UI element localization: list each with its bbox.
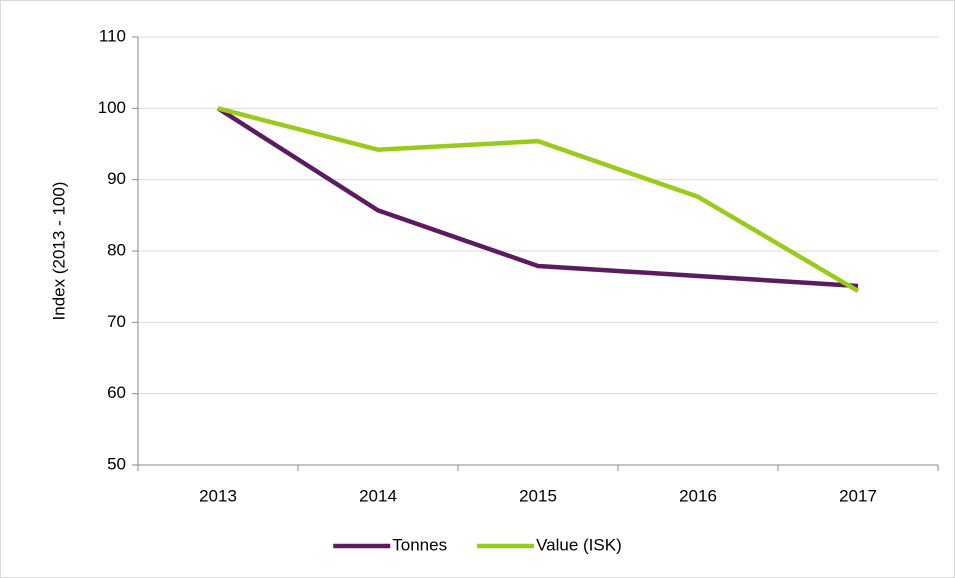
x-tick-label: 2014 [359,486,397,505]
x-tick-label: 2017 [839,486,877,505]
series-line [216,106,859,289]
legend-label: Value (ISK) [536,535,622,554]
y-tick-label: 100 [98,98,126,117]
y-tick-label: 90 [107,169,126,188]
series-line [217,106,860,293]
y-tick-label: 50 [107,454,126,473]
x-tick-label: 2016 [679,486,717,505]
y-tick-label: 60 [107,383,126,402]
legend-label: Tonnes [392,535,447,554]
y-tick-label: 80 [107,240,126,259]
y-tick-label: 110 [99,26,126,45]
x-tick-label: 2015 [519,486,557,505]
y-axis-label: Index (2013 - 100) [49,182,68,321]
y-tick-label: 70 [107,312,126,331]
x-tick-label: 2013 [199,486,237,505]
